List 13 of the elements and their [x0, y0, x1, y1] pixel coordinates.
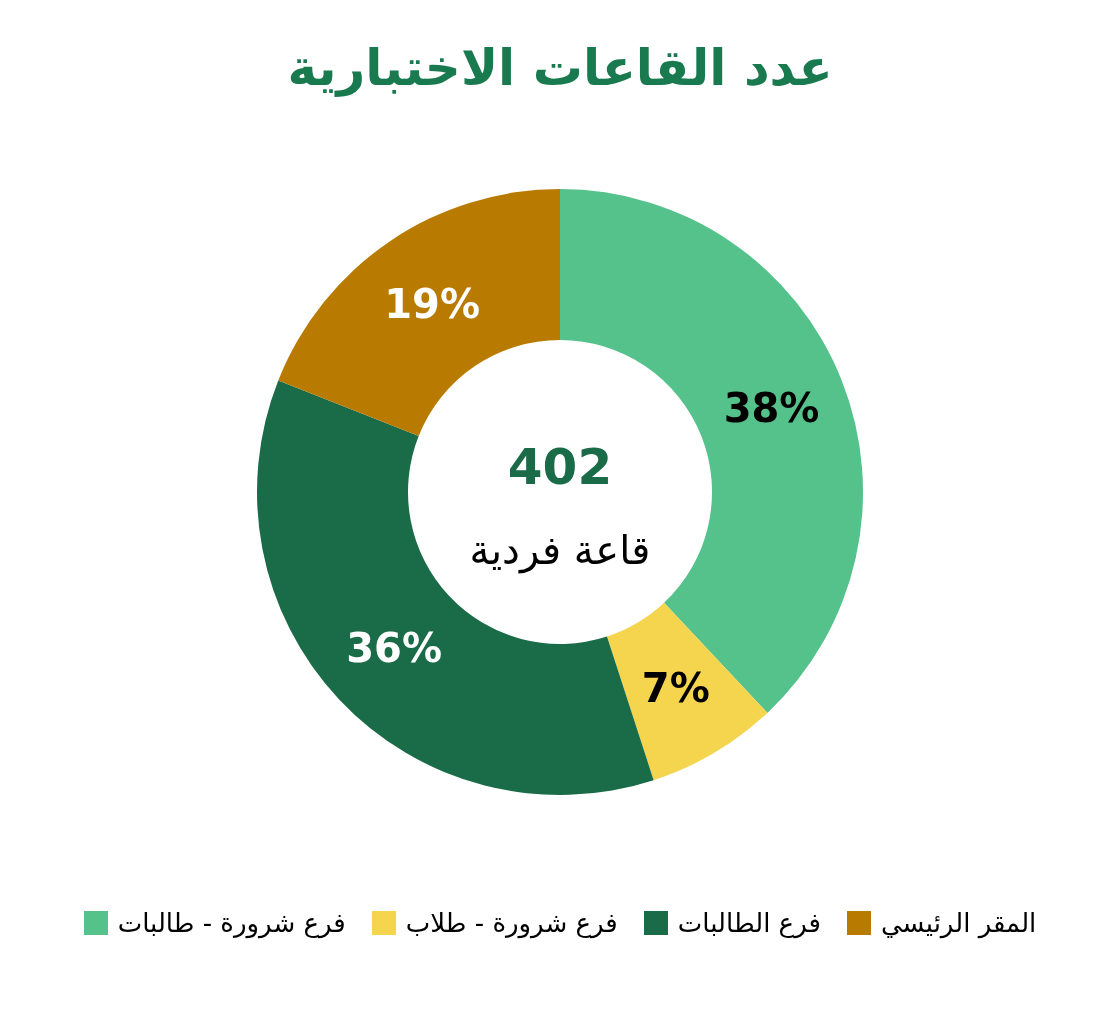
- donut-slice: [278, 189, 560, 437]
- data-label: 38%: [723, 385, 820, 432]
- data-label: 36%: [346, 624, 443, 671]
- chart-title: عدد القاعات الاختبارية: [287, 39, 833, 97]
- donut-slice: [606, 602, 768, 781]
- data-label: 19%: [384, 280, 480, 327]
- data-label: 7%: [641, 664, 710, 711]
- legend-label: فرع الطالبات: [677, 908, 821, 938]
- text: قاعة فردية: [469, 527, 651, 574]
- legend-label: فرع شرورة - طلاب: [405, 908, 618, 938]
- legend-label: فرع شرورة - طالبات: [117, 908, 346, 938]
- legend-label: المقر الرئيسي: [880, 908, 1037, 938]
- text: 402: [507, 438, 613, 496]
